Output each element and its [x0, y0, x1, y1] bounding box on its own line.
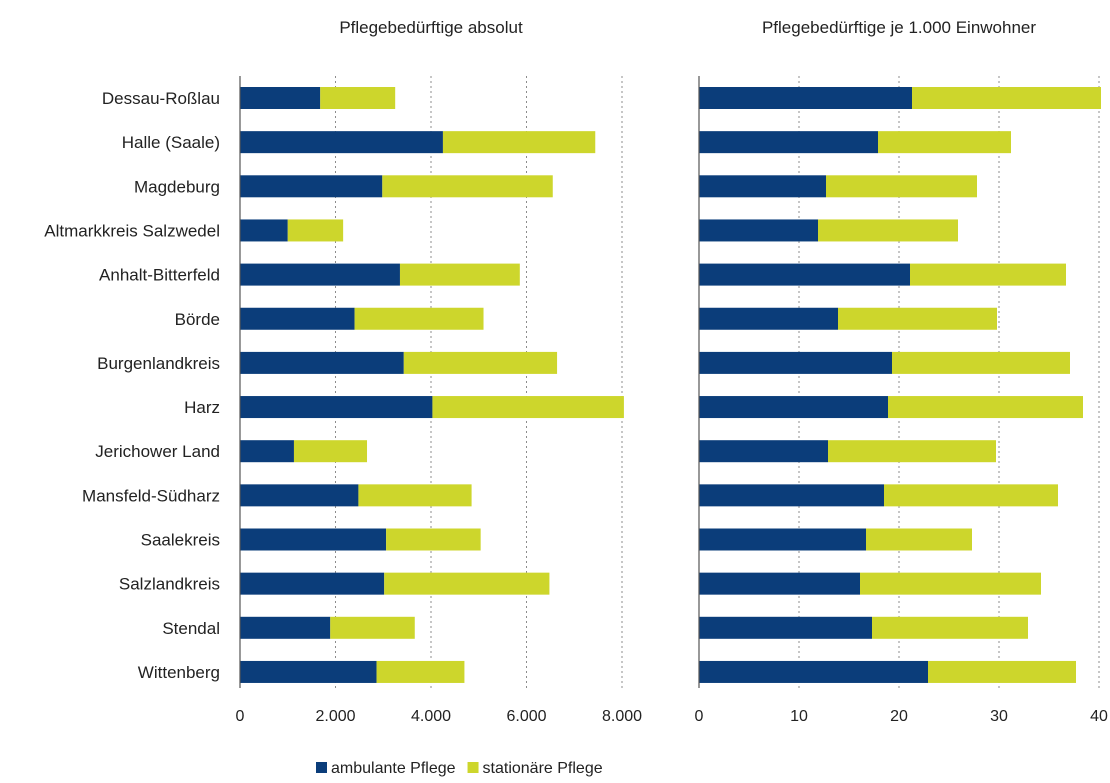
bar-ambulant	[240, 131, 443, 154]
bar-stationaer	[386, 528, 481, 551]
legend-swatch	[316, 762, 327, 773]
bar-stationaer	[928, 660, 1076, 683]
legend-label: stationäre Pflege	[483, 760, 603, 777]
bar-stationaer	[432, 396, 624, 419]
category-label: Harz	[184, 398, 220, 417]
bar-stationaer	[354, 307, 484, 330]
x-tick-label: 20	[890, 708, 908, 725]
bar-ambulant	[699, 396, 888, 419]
bar-ambulant	[699, 616, 872, 639]
x-tick-label: 6.000	[506, 708, 546, 725]
bar-stationaer	[330, 616, 415, 639]
panel-title: Pflegebedürftige je 1.000 Einwohner	[762, 18, 1036, 37]
bar-stationaer	[320, 87, 396, 109]
bar-ambulant	[699, 528, 866, 551]
bar-stationaer	[287, 219, 344, 242]
bar-stationaer	[872, 616, 1028, 639]
bar-ambulant	[240, 440, 294, 463]
bar-ambulant	[240, 660, 377, 683]
category-label: Wittenberg	[138, 663, 220, 682]
x-tick-label: 10	[790, 708, 808, 725]
bar-ambulant	[699, 660, 928, 683]
bar-stationaer	[910, 263, 1066, 286]
category-label: Jerichower Land	[95, 442, 220, 461]
bar-ambulant	[240, 219, 288, 242]
x-tick-label: 2.000	[315, 708, 355, 725]
bar-stationaer	[442, 131, 596, 154]
bar-stationaer	[838, 307, 997, 330]
bar-ambulant	[240, 307, 355, 330]
x-tick-label: 30	[990, 708, 1008, 725]
labels: Dessau-Roßlau Halle (Saale) Magdeburg Altma…	[44, 18, 1108, 725]
bar-stationaer	[884, 484, 1058, 507]
bar-ambulant	[699, 572, 860, 595]
bar-ambulant	[240, 175, 383, 198]
bar-ambulant	[699, 351, 892, 374]
x-tick-label: 0	[236, 708, 245, 725]
bar-ambulant	[240, 616, 331, 639]
bar-stationaer	[826, 175, 977, 198]
bar-ambulant	[240, 87, 321, 109]
bar-stationaer	[818, 219, 958, 242]
bar-ambulant	[240, 484, 359, 507]
x-tick-label: 0	[695, 708, 704, 725]
category-label: Börde	[175, 310, 220, 329]
bar-stationaer	[888, 396, 1083, 419]
x-tick-label: 40	[1090, 708, 1108, 725]
bar-ambulant	[240, 572, 385, 595]
bar-ambulant	[699, 440, 828, 463]
category-label: Mansfeld-Südharz	[82, 486, 220, 505]
panel-title: Pflegebedürftige absolut	[339, 18, 523, 37]
bar-ambulant	[699, 175, 826, 198]
category-label: Stendal	[162, 619, 220, 638]
bar-ambulant	[240, 528, 387, 551]
bar-ambulant	[240, 263, 400, 286]
bar-ambulant	[240, 396, 433, 419]
legend-swatch	[467, 762, 479, 773]
bar-ambulant	[240, 351, 404, 374]
gridlines	[335, 76, 1100, 688]
bar-stationaer	[382, 175, 553, 198]
x-tick-label: 8.000	[602, 708, 642, 725]
bar-stationaer	[403, 351, 558, 374]
bar-ambulant	[699, 131, 878, 154]
bar-stationaer	[399, 263, 520, 286]
legend-label: ambulante Pflege	[331, 760, 456, 777]
bar-stationaer	[384, 572, 550, 595]
category-label: Altmarkkreis Salzwedel	[44, 221, 220, 240]
category-label: Dessau-Roßlau	[102, 89, 220, 108]
bar-stationaer	[912, 87, 1101, 109]
category-label: Saalekreis	[141, 531, 220, 550]
bar-ambulant	[699, 263, 910, 286]
category-label: Burgenlandkreis	[97, 354, 220, 373]
bar-stationaer	[892, 351, 1070, 374]
x-tick-label: 4.000	[411, 708, 451, 725]
category-label: Magdeburg	[134, 177, 220, 196]
bar-ambulant	[699, 87, 912, 109]
axes	[239, 76, 700, 688]
bar-stationaer	[293, 440, 368, 463]
bar-ambulant	[699, 484, 884, 507]
bar-stationaer	[878, 131, 1011, 154]
bar-stationaer	[828, 440, 996, 463]
bar-ambulant	[699, 307, 838, 330]
legend: ambulante Pflege stationäre Pflege	[316, 760, 603, 777]
bars	[240, 87, 1101, 683]
bar-ambulant	[699, 219, 818, 242]
category-label: Salzlandkreis	[119, 575, 220, 594]
bar-stationaer	[358, 484, 472, 507]
category-label: Anhalt-Bitterfeld	[99, 266, 220, 285]
bar-stationaer	[860, 572, 1041, 595]
bar-stationaer	[376, 660, 465, 683]
bar-stationaer	[866, 528, 972, 551]
category-label: Halle (Saale)	[122, 133, 220, 152]
